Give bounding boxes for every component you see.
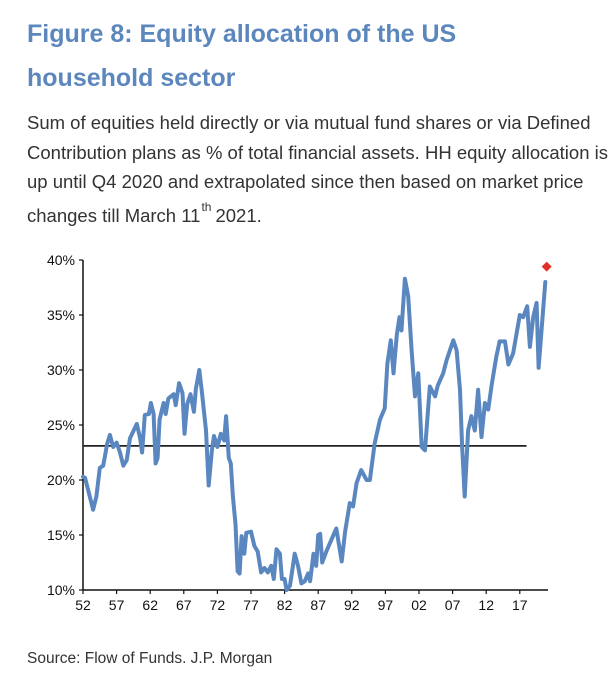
subtitle-main: Sum of equities held directly or via mut… bbox=[27, 112, 608, 226]
x-tick-label: 57 bbox=[109, 597, 125, 613]
x-tick-label: 72 bbox=[210, 597, 226, 613]
x-tick-label: 07 bbox=[445, 597, 461, 613]
y-tick-label: 15% bbox=[47, 527, 75, 543]
y-tick-label: 30% bbox=[47, 362, 75, 378]
x-tick-label: 87 bbox=[310, 597, 326, 613]
y-tick-label: 35% bbox=[47, 307, 75, 323]
x-tick-label: 12 bbox=[478, 597, 494, 613]
x-tick-label: 52 bbox=[75, 597, 91, 613]
x-tick-label: 62 bbox=[142, 597, 158, 613]
x-tick-label: 97 bbox=[378, 597, 394, 613]
title-line-2: household sector bbox=[27, 64, 236, 92]
subtitle-superscript: th bbox=[201, 199, 212, 214]
figure-title: Figure 8: Equity allocation of the US ho… bbox=[27, 12, 607, 100]
y-tick-label: 25% bbox=[47, 417, 75, 433]
y-tick-label: 10% bbox=[47, 582, 75, 598]
y-tick-label: 40% bbox=[47, 252, 75, 268]
x-tick-label: 17 bbox=[512, 597, 528, 613]
x-tick-label: 77 bbox=[243, 597, 259, 613]
y-tick-label: 20% bbox=[47, 472, 75, 488]
x-tick-label: 92 bbox=[344, 597, 360, 613]
subtitle-end: 2021. bbox=[215, 204, 262, 226]
source-note: Source: Flow of Funds. J.P. Morgan bbox=[27, 650, 273, 667]
figure-subtitle: Sum of equities held directly or via mut… bbox=[27, 108, 612, 230]
title-line-1: Figure 8: Equity allocation of the US bbox=[27, 20, 457, 48]
x-tick-label: 02 bbox=[411, 597, 427, 613]
x-tick-label: 82 bbox=[277, 597, 293, 613]
equity-allocation-line bbox=[81, 276, 548, 592]
x-tick-label: 67 bbox=[176, 597, 192, 613]
extrapolated-marker bbox=[541, 261, 552, 272]
